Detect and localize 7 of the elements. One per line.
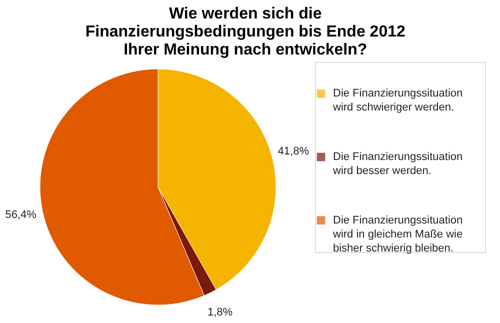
data-label: 56,4% xyxy=(5,208,37,221)
data-label: 41,8% xyxy=(278,145,310,158)
chart-title: Wie werden sich die Finanzierungsbedingungen bis Ende 2012 Ihrer Meinung nach entwickeln? xyxy=(85,6,406,58)
legend-label: Die Finanzierungssituation wird schwieriger werden. xyxy=(332,88,463,114)
data-label: 1,8% xyxy=(207,306,233,319)
legend-label: Die Finanzierungssituation wird besser werden. xyxy=(332,151,463,177)
legend-label: Die Finanzierungssituation wird in gleichem Maße wie bisher schwierig bleiben. xyxy=(332,214,463,254)
